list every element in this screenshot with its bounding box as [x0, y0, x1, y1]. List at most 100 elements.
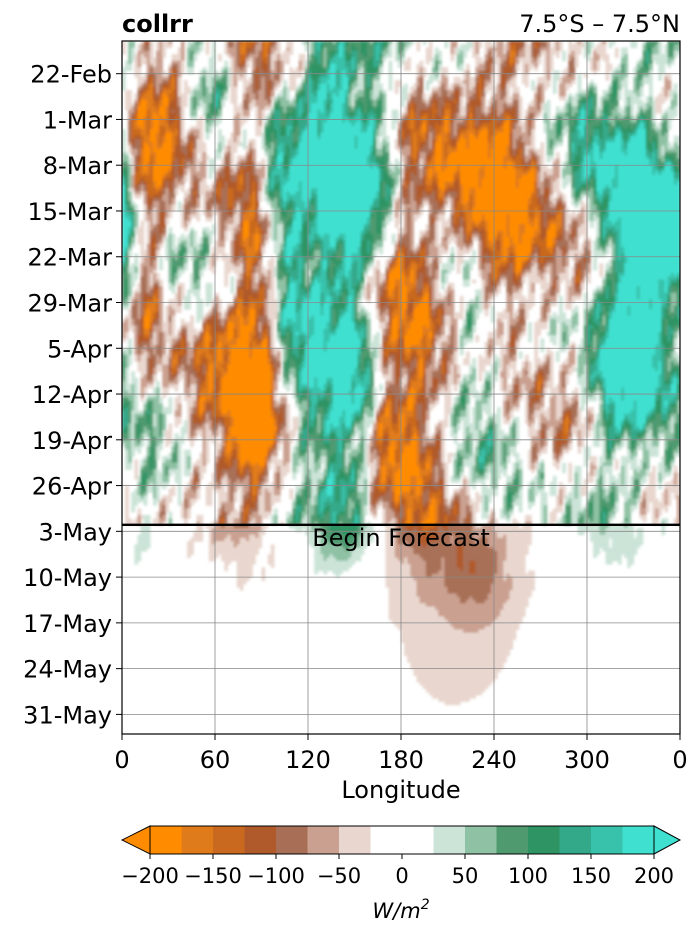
contour-cell [459, 103, 464, 107]
contour-cell [518, 96, 523, 101]
contour-cell [339, 83, 343, 88]
contour-cell [605, 103, 610, 107]
contour-cell [308, 106, 312, 111]
contour-cell [543, 109, 548, 114]
contour-cell [366, 90, 371, 94]
contour-cell [497, 86, 501, 91]
contour-cell [137, 119, 142, 124]
contour-cell [633, 99, 638, 104]
contour-cell [376, 70, 380, 75]
contour-cell [317, 116, 321, 121]
contour-cell [171, 116, 176, 121]
contour-cell [649, 116, 653, 121]
contour-cell [376, 103, 380, 107]
contour-cell [528, 60, 532, 65]
contour-cell [301, 99, 306, 104]
contour-cell [636, 73, 641, 78]
contour-cell [463, 83, 467, 88]
contour-cell [326, 73, 331, 78]
contour-cell [180, 44, 185, 49]
contour-cell [149, 112, 154, 117]
contour-cell [500, 106, 504, 111]
contour-cell [320, 57, 325, 62]
contour-cell [308, 41, 312, 45]
contour-cell [208, 99, 213, 104]
contour-cell [357, 41, 362, 45]
contour-cell [630, 106, 635, 111]
contour-cell [376, 67, 380, 72]
contour-cell [602, 112, 607, 117]
contour-cell [286, 106, 290, 111]
contour-cell [273, 70, 278, 75]
contour-cell [159, 119, 163, 124]
contour-cell [373, 67, 377, 72]
contour-cell [165, 41, 170, 45]
contour-cell [165, 116, 170, 121]
contour-cell [525, 80, 529, 85]
contour-cell [264, 41, 269, 45]
contour-cell [649, 57, 653, 62]
contour-cell [308, 54, 312, 58]
contour-cell [518, 112, 523, 117]
contour-cell [518, 41, 523, 45]
contour-cell [636, 60, 641, 65]
contour-cell [422, 103, 427, 107]
contour-cell [208, 109, 213, 114]
contour-cell [320, 96, 325, 101]
contour-cell [339, 109, 343, 114]
contour-cell [438, 93, 442, 98]
contour-cell [360, 60, 365, 65]
contour-cell [233, 86, 238, 91]
contour-cell [128, 47, 132, 52]
contour-cell [667, 80, 672, 85]
contour-cell [422, 106, 427, 111]
contour-cell [351, 96, 356, 101]
contour-cell [481, 116, 486, 121]
contour-cell [304, 116, 309, 121]
contour-cell [556, 70, 560, 75]
contour-cell [242, 96, 247, 101]
contour-cell [261, 50, 266, 55]
contour-cell [667, 63, 672, 68]
contour-cell [329, 83, 334, 88]
contour-cell [444, 44, 449, 49]
contour-cell [295, 112, 300, 117]
contour-cell [286, 44, 290, 49]
contour-cell [314, 99, 318, 104]
contour-cell [348, 86, 352, 91]
contour-cell [500, 67, 504, 72]
contour-cell [459, 99, 464, 104]
contour-cell [273, 54, 278, 58]
contour-cell [379, 44, 383, 49]
contour-cell [134, 116, 139, 121]
contour-cell [515, 119, 520, 124]
contour-cell [208, 90, 213, 94]
contour-cell [481, 119, 486, 124]
contour-cell [404, 93, 408, 98]
contour-cell [255, 44, 259, 49]
contour-cell [140, 103, 145, 107]
contour-cell [391, 109, 396, 114]
contour-cell [143, 76, 148, 81]
contour-cell [633, 83, 638, 88]
contour-cell [277, 57, 281, 62]
contour-cell [413, 99, 418, 104]
contour-cell [472, 103, 476, 107]
contour-cell [401, 86, 405, 91]
contour-cell [143, 54, 148, 58]
contour-cell [345, 41, 349, 45]
contour-cell [587, 96, 591, 101]
contour-cell [388, 80, 393, 85]
contour-cell [149, 99, 154, 104]
contour-cell [404, 112, 408, 117]
contour-cell [233, 63, 238, 68]
contour-cell [580, 93, 585, 98]
contour-cell [261, 80, 266, 85]
contour-cell [512, 103, 517, 107]
contour-cell [286, 109, 290, 114]
contour-cell [304, 119, 309, 124]
contour-cell [432, 70, 436, 75]
contour-cell [267, 83, 272, 88]
contour-cell [162, 80, 166, 85]
contour-cell [642, 70, 647, 75]
